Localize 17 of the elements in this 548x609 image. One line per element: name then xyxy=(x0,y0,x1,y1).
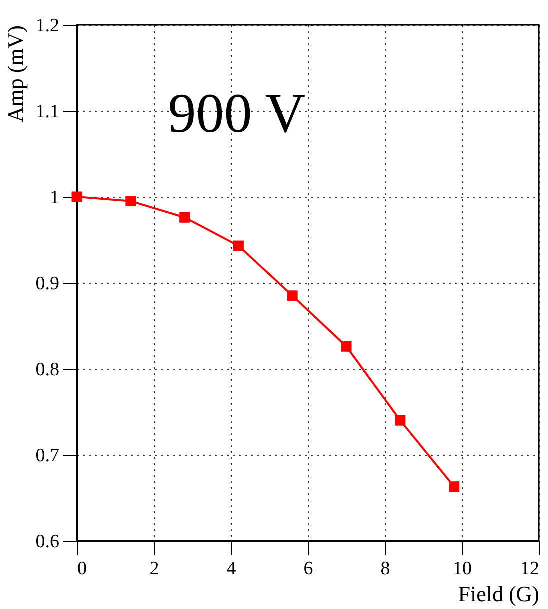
x-tick-label: 10 xyxy=(453,558,472,580)
y-tick-label: 0.7 xyxy=(36,446,60,466)
x-axis-title: Field (G) xyxy=(458,582,540,606)
annotation: 900 V xyxy=(168,83,306,145)
x-tick-label: 6 xyxy=(304,558,314,580)
y-tick-label: 0.9 xyxy=(36,274,60,294)
y-axis-title: Amp (mV) xyxy=(2,26,28,123)
y-tick-label: 0.8 xyxy=(36,360,60,380)
x-tick-label: 12 xyxy=(520,558,540,580)
y-tick-label: 1.2 xyxy=(36,16,60,36)
x-tick-label: 4 xyxy=(226,558,237,580)
y-tick-label: 1 xyxy=(50,188,60,208)
y-tick-label: 0.6 xyxy=(36,532,60,552)
x-tick-label: 0 xyxy=(78,558,87,580)
y-tick-label: 1.1 xyxy=(36,102,60,122)
x-tick-label: 2 xyxy=(150,558,160,580)
x-tick-label: 8 xyxy=(380,558,390,580)
